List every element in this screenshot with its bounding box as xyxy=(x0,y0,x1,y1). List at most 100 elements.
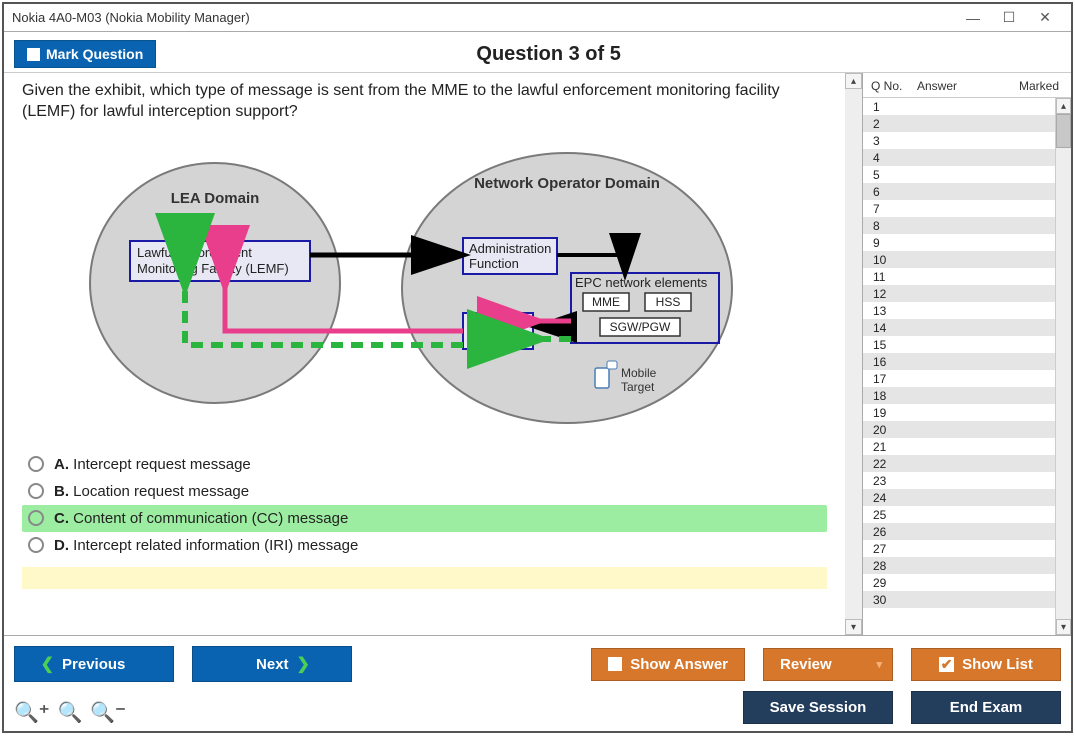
zoom-reset-icon[interactable]: 🔍 xyxy=(57,700,82,725)
question-row[interactable]: 27 xyxy=(863,540,1055,557)
question-row[interactable]: 29 xyxy=(863,574,1055,591)
col-qno: Q No. xyxy=(871,79,917,93)
question-list-panel: Q No. Answer Marked 12345678910111213141… xyxy=(863,73,1071,635)
end-exam-button[interactable]: End Exam xyxy=(911,691,1061,724)
scroll-up-icon[interactable]: ▴ xyxy=(1056,98,1071,114)
save-session-label: Save Session xyxy=(770,699,867,716)
review-label: Review xyxy=(780,656,832,673)
question-row[interactable]: 3 xyxy=(863,132,1055,149)
question-row[interactable]: 22 xyxy=(863,455,1055,472)
question-row[interactable]: 6 xyxy=(863,183,1055,200)
scroll-thumb[interactable] xyxy=(1056,114,1071,148)
question-row[interactable]: 13 xyxy=(863,302,1055,319)
radio-icon xyxy=(28,483,44,499)
question-row[interactable]: 15 xyxy=(863,336,1055,353)
maximize-icon[interactable]: ☐ xyxy=(991,6,1027,30)
scroll-down-icon[interactable]: ▾ xyxy=(1056,619,1071,635)
save-session-button[interactable]: Save Session xyxy=(743,691,893,724)
svg-text:Function: Function xyxy=(469,331,519,346)
exhibit-diagram: LEA Domain Network Operator Domain Lawfu… xyxy=(22,133,827,433)
svg-text:Monitoring Facility (LEMF): Monitoring Facility (LEMF) xyxy=(137,261,289,276)
question-row[interactable]: 11 xyxy=(863,268,1055,285)
question-row[interactable]: 17 xyxy=(863,370,1055,387)
col-answer: Answer xyxy=(917,79,1011,93)
svg-text:Lawful Enforcement: Lawful Enforcement xyxy=(137,245,252,260)
question-row[interactable]: 28 xyxy=(863,557,1055,574)
question-row[interactable]: 1 xyxy=(863,98,1055,115)
end-exam-label: End Exam xyxy=(950,699,1023,716)
header: Mark Question Question 3 of 5 xyxy=(4,32,1071,72)
answer-option-b[interactable]: B. Location request message xyxy=(22,478,827,505)
question-row[interactable]: 7 xyxy=(863,200,1055,217)
question-row[interactable]: 9 xyxy=(863,234,1055,251)
answer-option-c[interactable]: C. Content of communication (CC) message xyxy=(22,505,827,532)
zoom-in-icon[interactable]: 🔍⁺ xyxy=(14,700,49,725)
main-area: Given the exhibit, which type of message… xyxy=(4,73,863,635)
side-scrollbar[interactable]: ▴ ▾ xyxy=(1055,98,1071,635)
question-row[interactable]: 19 xyxy=(863,404,1055,421)
question-rows[interactable]: 1234567891011121314151617181920212223242… xyxy=(863,98,1055,635)
question-row[interactable]: 12 xyxy=(863,285,1055,302)
question-row[interactable]: 24 xyxy=(863,489,1055,506)
question-list-header: Q No. Answer Marked xyxy=(863,73,1071,98)
app-window: Nokia 4A0-M03 (Nokia Mobility Manager) —… xyxy=(2,2,1073,733)
question-row[interactable]: 14 xyxy=(863,319,1055,336)
question-row[interactable]: 16 xyxy=(863,353,1055,370)
next-label: Next xyxy=(256,656,289,673)
scroll-up-icon[interactable]: ▴ xyxy=(845,73,862,89)
previous-button[interactable]: ❮ Previous xyxy=(14,646,174,682)
chevron-right-icon: ❯ xyxy=(297,654,310,674)
svg-text:Delivery: Delivery xyxy=(469,316,516,331)
zoom-out-icon[interactable]: 🔍⁻ xyxy=(90,700,125,725)
review-button[interactable]: Review ▾ xyxy=(763,648,893,681)
question-row[interactable]: 2 xyxy=(863,115,1055,132)
question-scroll[interactable]: Given the exhibit, which type of message… xyxy=(4,73,845,635)
svg-text:Network Operator Domain: Network Operator Domain xyxy=(474,175,660,192)
question-row[interactable]: 26 xyxy=(863,523,1055,540)
svg-text:EPC network elements: EPC network elements xyxy=(575,275,708,290)
answer-option-a[interactable]: A. Intercept request message xyxy=(22,451,827,478)
question-row[interactable]: 30 xyxy=(863,591,1055,608)
radio-icon xyxy=(28,456,44,472)
question-row[interactable]: 25 xyxy=(863,506,1055,523)
radio-icon xyxy=(28,537,44,553)
question-row[interactable]: 4 xyxy=(863,149,1055,166)
hint-strip xyxy=(22,567,827,589)
lea-domain-title: LEA Domain xyxy=(170,190,259,207)
checkbox-icon xyxy=(27,48,40,61)
svg-text:MME: MME xyxy=(592,295,620,309)
previous-label: Previous xyxy=(62,656,125,673)
question-text: Given the exhibit, which type of message… xyxy=(22,81,827,123)
show-list-button[interactable]: ✔ Show List xyxy=(911,648,1061,681)
svg-text:SGW/PGW: SGW/PGW xyxy=(609,320,670,334)
question-row[interactable]: 5 xyxy=(863,166,1055,183)
main-scrollbar[interactable]: ▴ ▾ xyxy=(845,73,862,635)
scroll-down-icon[interactable]: ▾ xyxy=(845,619,862,635)
close-icon[interactable]: ✕ xyxy=(1027,6,1063,30)
question-row[interactable]: 21 xyxy=(863,438,1055,455)
question-row[interactable]: 8 xyxy=(863,217,1055,234)
body: Given the exhibit, which type of message… xyxy=(4,72,1071,635)
chevron-left-icon: ❮ xyxy=(41,654,54,674)
svg-text:Target: Target xyxy=(621,380,655,394)
answers-list: A. Intercept request message B. Location… xyxy=(22,451,827,559)
show-answer-button[interactable]: Show Answer xyxy=(591,648,745,681)
question-row[interactable]: 23 xyxy=(863,472,1055,489)
checkbox-icon xyxy=(608,657,622,671)
question-counter: Question 3 of 5 xyxy=(156,43,1061,66)
next-button[interactable]: Next ❯ xyxy=(192,646,352,682)
svg-text:Function: Function xyxy=(469,256,519,271)
question-row[interactable]: 20 xyxy=(863,421,1055,438)
answer-option-d[interactable]: D. Intercept related information (IRI) m… xyxy=(22,532,827,559)
svg-text:Mobile: Mobile xyxy=(621,366,657,380)
show-list-label: Show List xyxy=(962,656,1033,673)
mark-question-button[interactable]: Mark Question xyxy=(14,40,156,68)
radio-icon xyxy=(28,510,44,526)
question-row[interactable]: 18 xyxy=(863,387,1055,404)
check-icon: ✔ xyxy=(939,657,954,672)
svg-text:HSS: HSS xyxy=(655,295,680,309)
col-marked: Marked xyxy=(1011,79,1067,93)
minimize-icon[interactable]: — xyxy=(955,6,991,30)
show-answer-label: Show Answer xyxy=(630,656,728,673)
question-row[interactable]: 10 xyxy=(863,251,1055,268)
